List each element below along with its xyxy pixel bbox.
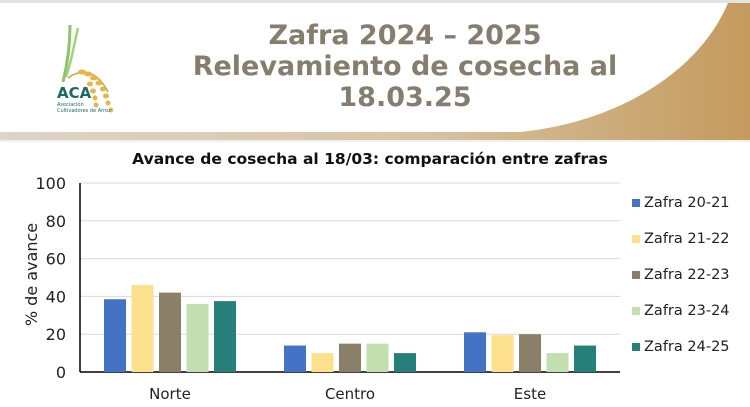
logo-acronym: ACA — [57, 84, 92, 102]
logo-line2: Cultivadores de Arroz — [57, 108, 111, 114]
bar — [131, 285, 154, 372]
y-tick-label: 40 — [46, 287, 66, 306]
bar — [491, 335, 514, 372]
bar-chart-plot: 0 20 40 60 80 100 Norte Centro Este — [35, 174, 620, 403]
legend-label: Zafra 23-24 — [644, 303, 730, 319]
slide-title: Zafra 2024 – 2025 Relevamiento de cosech… — [150, 20, 660, 113]
x-category-label: Centro — [325, 385, 375, 403]
legend-label: Zafra 22-23 — [644, 267, 730, 283]
decorative-band — [0, 3, 750, 142]
slide-header: ACA Asociación Cultivadores de Arroz Zaf… — [0, 0, 750, 142]
logo-line1: Asociación — [57, 102, 84, 108]
legend-label: Zafra 21-22 — [644, 231, 730, 247]
legend-item: Zafra 20-21 — [632, 185, 730, 221]
bar — [284, 345, 306, 372]
logo-subtitle: Asociación Cultivadores de Arroz — [57, 102, 127, 114]
bar — [574, 345, 596, 372]
title-line-3: 18.03.25 — [338, 82, 472, 113]
legend-item: Zafra 24-25 — [632, 329, 730, 365]
legend-item: Zafra 23-24 — [632, 293, 730, 329]
bar — [394, 353, 416, 372]
legend-swatch-icon — [632, 199, 640, 207]
legend-swatch-icon — [632, 343, 640, 351]
legend-item: Zafra 21-22 — [632, 221, 730, 257]
y-tick-label: 100 — [35, 174, 66, 193]
rice-plant-icon — [61, 24, 113, 113]
legend-item: Zafra 22-23 — [632, 257, 730, 293]
bar — [519, 334, 541, 372]
legend-swatch-icon — [632, 235, 640, 243]
bar — [214, 301, 236, 372]
bar — [186, 303, 209, 372]
chart-title: Avance de cosecha al 18/03: comparación … — [132, 150, 608, 168]
legend-label: Zafra 24-25 — [644, 339, 730, 355]
y-tick-label: 0 — [56, 363, 66, 382]
bar — [464, 332, 486, 372]
x-category-label: Norte — [149, 385, 191, 403]
title-line-2: Relevamiento de cosecha al — [192, 51, 618, 82]
title-line-1: Zafra 2024 – 2025 — [268, 20, 542, 51]
bar — [546, 353, 569, 372]
y-tick-label: 80 — [46, 212, 66, 231]
bar — [311, 353, 334, 372]
legend-label: Zafra 20-21 — [644, 195, 730, 211]
legend-swatch-icon — [632, 307, 640, 315]
bar — [339, 343, 361, 372]
bar — [104, 299, 126, 372]
y-tick-label: 60 — [46, 250, 66, 269]
bar — [159, 292, 181, 372]
chart-legend: Zafra 20-21 Zafra 21-22 Zafra 22-23 Zafra 2… — [632, 185, 730, 365]
x-category-label: Este — [514, 385, 546, 403]
bar — [366, 343, 389, 372]
top-border — [0, 0, 750, 3]
y-tick-label: 20 — [46, 325, 66, 344]
legend-swatch-icon — [632, 271, 640, 279]
